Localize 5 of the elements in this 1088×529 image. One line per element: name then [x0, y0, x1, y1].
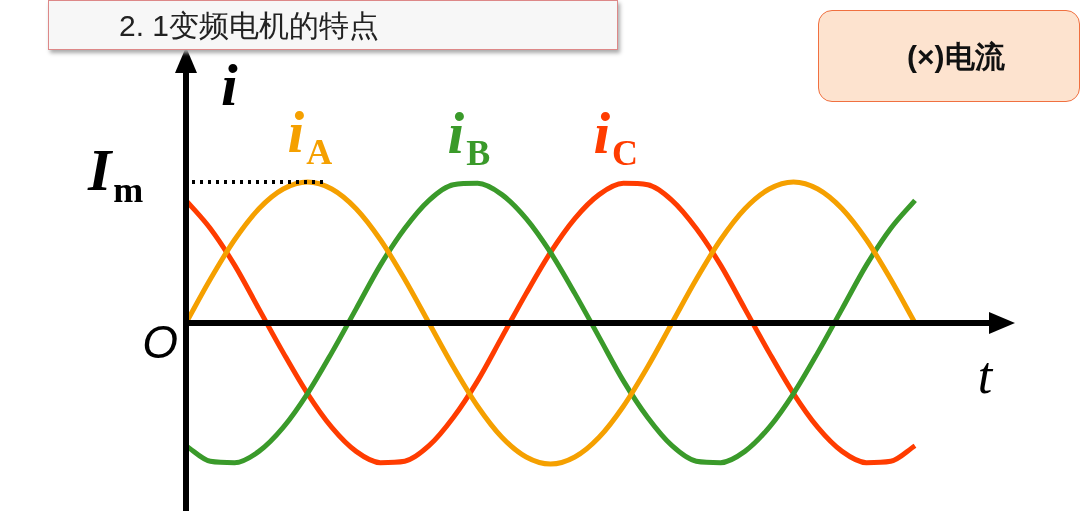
y-axis-title: i — [221, 52, 238, 118]
annotation: O — [142, 315, 178, 368]
text: (×)电流 — [818, 10, 1080, 102]
chart-title: 2. 1变频电机的特点 — [48, 0, 618, 50]
x-axis-title: t — [977, 347, 994, 404]
